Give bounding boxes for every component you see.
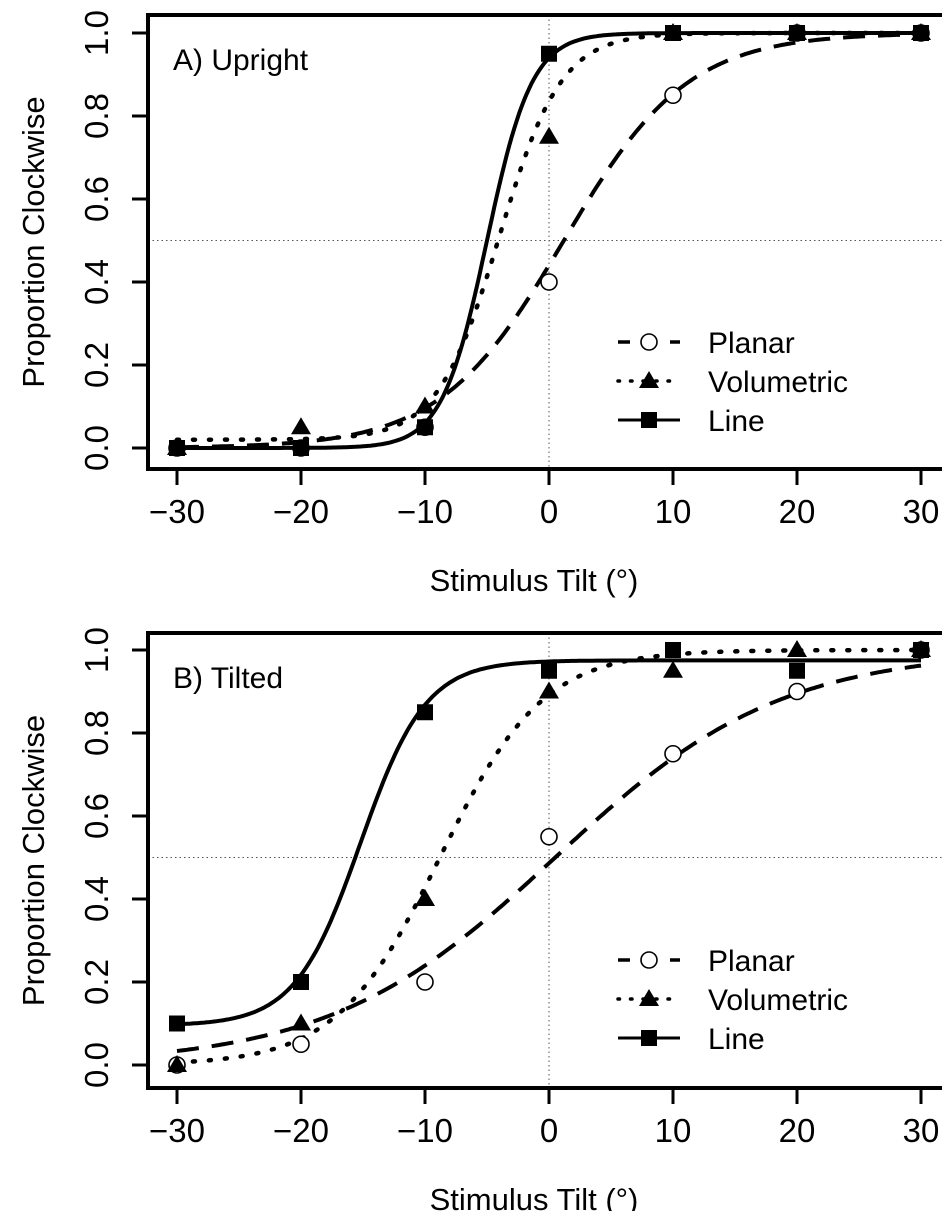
- data-point-planar: [416, 973, 434, 991]
- data-point-line: [293, 440, 309, 456]
- legend-marker-line: [641, 412, 657, 428]
- legend-marker-line: [641, 1030, 657, 1046]
- data-point-volumetric: [539, 681, 559, 699]
- data-point-line: [789, 662, 805, 679]
- plot-frame: [146, 13, 942, 471]
- x-tick-label: 20: [779, 1112, 816, 1149]
- data-point-planar: [292, 1035, 310, 1054]
- x-tick-label: −10: [397, 493, 453, 530]
- data-point-line: [169, 440, 185, 456]
- x-tick-label: −30: [149, 493, 205, 530]
- y-tick-label: 0.6: [78, 176, 115, 222]
- y-tick-label: 0.4: [78, 876, 115, 922]
- data-point-planar: [664, 86, 682, 105]
- data-point-line: [789, 25, 805, 41]
- panel-upright: −30 −20 −10 0 10 20 30 0.0 0.2 0.4 0.6 0.8 1.0 Stimul…: [16, 10, 942, 598]
- y-axis-title: Proportion Clockwise: [16, 715, 51, 1006]
- data-point-line: [541, 45, 557, 62]
- data-point-line: [665, 642, 681, 658]
- y-tick-label: 0.2: [78, 959, 115, 1005]
- legend-label-line: Line: [708, 405, 765, 438]
- x-tick-label: −30: [149, 1112, 205, 1149]
- legend: Planar Volumetric Line: [616, 327, 848, 438]
- legend-label-volumetric: Volumetric: [708, 366, 848, 399]
- data-point-line: [169, 1015, 185, 1032]
- legend-marker-volumetric: [639, 989, 659, 1006]
- data-point-volumetric: [291, 417, 311, 435]
- y-tick-label: 0.4: [78, 259, 115, 305]
- legend-label-volumetric: Volumetric: [708, 984, 848, 1017]
- panel-tilted: −30 −20 −10 0 10 20 30 0.0 0.2 0.4 0.6 0.8 1.0 Stimul…: [16, 627, 942, 1211]
- data-point-planar: [540, 273, 558, 291]
- legend: Planar Volumetric Line: [616, 945, 848, 1056]
- x-tick-label: −20: [273, 1112, 329, 1149]
- y-tick-label: 0.6: [78, 793, 115, 839]
- y-axis-title: Proportion Clockwise: [16, 96, 51, 387]
- y-tick-label: 0.2: [78, 342, 115, 388]
- data-point-line: [541, 662, 557, 679]
- x-tick-label: 0: [540, 493, 558, 530]
- data-point-line: [417, 419, 433, 436]
- data-point-volumetric: [291, 1013, 311, 1031]
- y-tick-label: 0.8: [78, 93, 115, 139]
- data-point-volumetric: [167, 1055, 187, 1072]
- data-point-volumetric: [415, 889, 435, 906]
- x-tick-label: −20: [273, 493, 329, 530]
- legend-label-line: Line: [708, 1023, 765, 1056]
- legend-label-planar: Planar: [708, 945, 795, 978]
- legend-label-planar: Planar: [708, 327, 795, 360]
- data-point-planar: [664, 744, 682, 763]
- y-tick-label: 1.0: [78, 627, 115, 673]
- x-tick-label: 10: [655, 1112, 692, 1149]
- data-point-line: [913, 25, 929, 41]
- data-point-volumetric: [539, 126, 559, 144]
- x-axis-title: Stimulus Tilt (°): [430, 563, 639, 598]
- data-point-line: [913, 642, 929, 658]
- y-tick-label: 0.0: [78, 425, 115, 471]
- data-point-line: [293, 974, 309, 990]
- x-tick-label: 10: [655, 493, 692, 530]
- x-tick-label: 30: [903, 493, 940, 530]
- x-tick-label: 30: [903, 1112, 940, 1149]
- data-point-volumetric: [415, 396, 435, 414]
- data-point-volumetric: [663, 660, 683, 678]
- x-tick-label: 20: [779, 493, 816, 530]
- data-point-volumetric: [787, 640, 807, 657]
- y-tick-label: 0.0: [78, 1042, 115, 1088]
- y-tick-label: 0.8: [78, 710, 115, 756]
- legend-marker-volumetric: [639, 371, 659, 388]
- data-point-line: [665, 25, 681, 41]
- x-axis-title: Stimulus Tilt (°): [430, 1182, 639, 1211]
- x-tick-label: 0: [540, 1112, 558, 1149]
- x-tick-label: −10: [397, 1112, 453, 1149]
- y-tick-label: 1.0: [78, 10, 115, 56]
- data-point-planar: [540, 827, 558, 846]
- data-point-line: [417, 704, 433, 721]
- legend-marker-planar: [640, 333, 658, 351]
- legend-marker-planar: [640, 951, 658, 969]
- data-point-planar: [788, 682, 806, 701]
- panel-label: A) Upright: [173, 44, 309, 77]
- panel-label: B) Tilted: [173, 662, 283, 695]
- plot-frame: [146, 631, 942, 1090]
